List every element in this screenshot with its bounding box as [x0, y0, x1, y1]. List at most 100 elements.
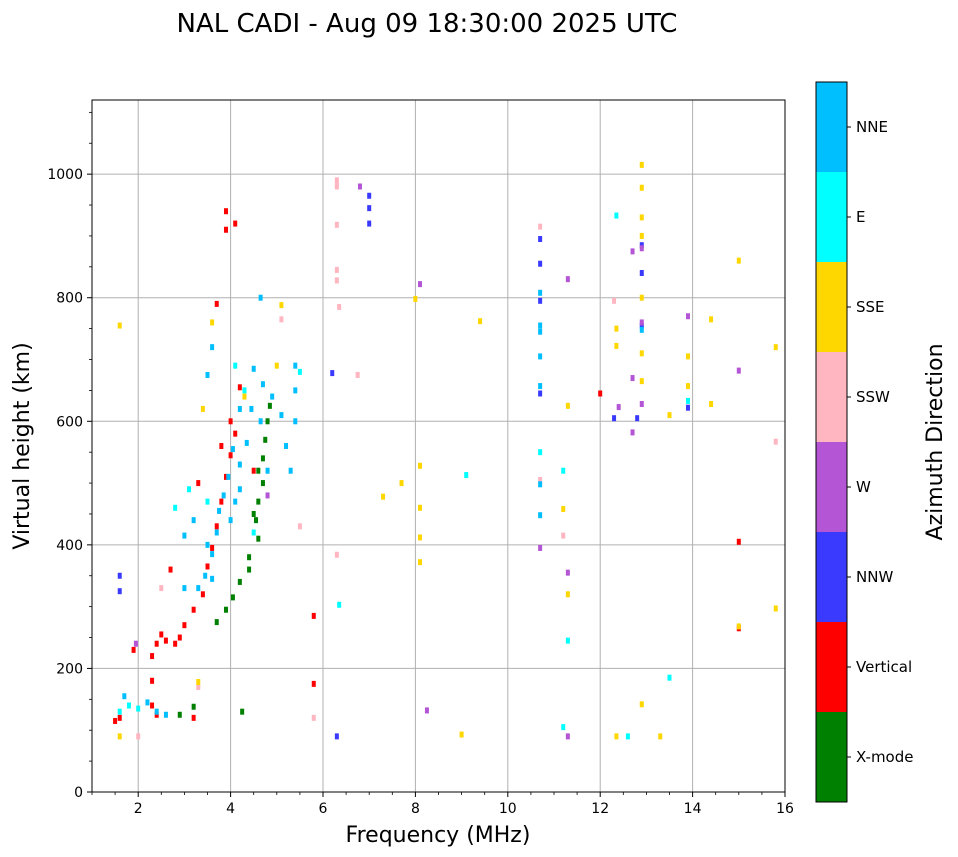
data-point — [214, 523, 219, 530]
data-point — [625, 733, 630, 740]
data-point — [293, 387, 298, 394]
colorbar-segment — [816, 622, 847, 712]
data-point — [256, 467, 261, 474]
data-point — [630, 429, 635, 436]
data-point — [242, 387, 247, 394]
data-point — [237, 486, 242, 493]
data-point — [210, 551, 215, 558]
data-point — [233, 498, 238, 505]
data-point — [334, 733, 339, 740]
colorbar-label: Vertical — [856, 658, 912, 676]
data-point — [228, 418, 233, 425]
data-point — [249, 405, 254, 412]
data-points — [113, 161, 778, 740]
data-point — [182, 532, 187, 539]
x-tick-label: 4 — [226, 801, 235, 817]
data-point — [191, 703, 196, 710]
data-point — [685, 353, 690, 360]
data-point — [381, 493, 386, 500]
data-point — [418, 534, 423, 541]
colorbar-frame — [815, 81, 848, 803]
data-point — [223, 606, 228, 613]
data-point — [256, 535, 261, 542]
plot-frame — [91, 99, 786, 793]
data-point — [230, 594, 235, 601]
data-point — [237, 405, 242, 412]
data-point — [205, 563, 210, 570]
data-point — [228, 517, 233, 524]
data-point — [538, 449, 543, 456]
data-point — [251, 510, 256, 517]
data-point — [288, 467, 293, 474]
data-point — [630, 248, 635, 255]
data-point — [237, 578, 242, 585]
data-point — [223, 208, 228, 215]
data-point — [357, 183, 362, 190]
data-point — [736, 367, 741, 374]
data-point — [223, 226, 228, 233]
data-point — [251, 365, 256, 372]
data-point — [279, 412, 284, 419]
data-point — [159, 631, 164, 638]
data-point — [538, 353, 543, 360]
data-point — [639, 242, 644, 249]
colorbar-title: Azimuth Direction — [923, 343, 948, 540]
colorbar-label: NNW — [856, 568, 893, 586]
data-point — [614, 342, 619, 349]
data-point — [196, 679, 201, 686]
data-point — [639, 319, 644, 326]
x-tick-label: 14 — [684, 801, 702, 817]
data-point — [203, 572, 208, 579]
data-point — [274, 362, 279, 369]
data-point — [538, 223, 543, 230]
data-point — [244, 439, 249, 446]
colorbar-label: SSW — [856, 388, 890, 406]
y-axis-label: Virtual height (km) — [10, 342, 35, 549]
data-point — [154, 708, 159, 715]
data-point — [265, 418, 270, 425]
data-point — [311, 714, 316, 721]
data-point — [334, 551, 339, 558]
data-point — [565, 569, 570, 576]
data-point — [330, 370, 335, 377]
data-point — [247, 554, 252, 561]
data-point — [279, 302, 284, 309]
data-point — [260, 480, 265, 487]
data-point — [639, 270, 644, 276]
data-point — [709, 400, 714, 407]
x-tick-label: 10 — [499, 801, 517, 817]
data-point — [736, 538, 741, 545]
data-point — [367, 192, 372, 199]
data-point — [233, 362, 238, 369]
data-point — [200, 405, 205, 412]
data-point — [117, 588, 122, 595]
data-point — [284, 443, 289, 449]
x-tick-label: 6 — [319, 801, 328, 817]
data-point — [639, 294, 644, 301]
data-point — [191, 714, 196, 721]
data-point — [131, 646, 136, 653]
colorbar-segment — [816, 352, 847, 442]
data-point — [612, 297, 617, 304]
data-point — [228, 452, 233, 459]
data-point — [270, 393, 275, 400]
data-point — [233, 430, 238, 437]
data-point — [126, 702, 131, 709]
data-point — [117, 733, 122, 740]
data-point — [205, 371, 210, 378]
data-point — [154, 711, 159, 718]
data-point — [159, 585, 164, 592]
data-point — [538, 512, 543, 519]
data-point — [773, 438, 778, 445]
colorbar-label: W — [856, 478, 871, 496]
data-point — [478, 318, 483, 325]
grid-lines — [92, 100, 786, 793]
data-point — [265, 492, 270, 499]
data-point — [459, 731, 464, 738]
data-point — [191, 606, 196, 613]
data-point — [616, 404, 621, 411]
data-point — [685, 313, 690, 320]
x-tick-label: 12 — [591, 801, 609, 817]
data-point — [639, 378, 644, 385]
data-point — [196, 683, 201, 690]
